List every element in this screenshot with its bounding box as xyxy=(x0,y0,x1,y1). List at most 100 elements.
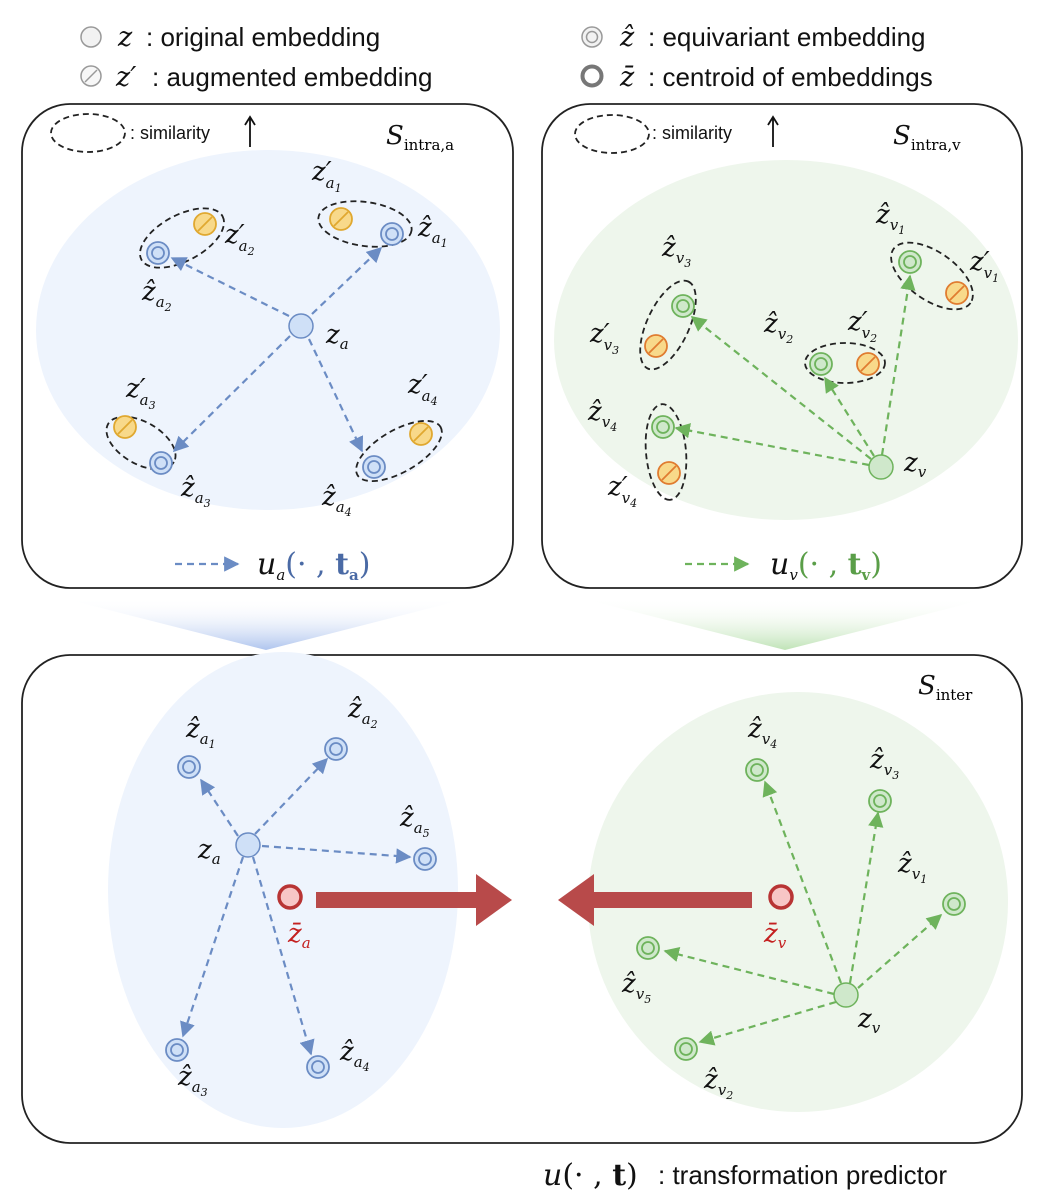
label-za2-prime: z′a2 xyxy=(224,220,255,258)
node-zv3-hat xyxy=(671,294,695,318)
similarity-key-text-v: : similarity xyxy=(652,123,732,143)
similarity-ellipse-v4 xyxy=(644,403,688,501)
node-zv1-hat xyxy=(898,250,922,274)
inter-arrow-zv-v3 xyxy=(848,811,884,984)
panel-intra-a: : similarity Sintra,a za z′a1 ẑa1 z′a2 ẑ… xyxy=(21,103,514,589)
label-zv4-prime: z′v4 xyxy=(607,472,637,510)
legend-centroid: z̄ : centroid of embeddings xyxy=(580,62,933,93)
predictor-v-label: uv(· , tv) xyxy=(770,547,882,584)
label-zv1-hat: ẑv1 xyxy=(875,200,905,237)
panel-inter-title: Sinter xyxy=(918,671,973,704)
inter-visual-region xyxy=(588,692,1008,1112)
arrow-zv-to-zv2 xyxy=(824,376,875,457)
label-zv3-prime: z′v3 xyxy=(589,319,619,357)
inter-node-za xyxy=(235,832,261,858)
node-za4-prime xyxy=(409,422,433,446)
audio-region xyxy=(36,150,500,510)
panel-intra-a-title: Sintra,a xyxy=(386,121,454,154)
label-zv3-hat: ẑv3 xyxy=(661,233,691,270)
inter-node-za5-hat xyxy=(413,847,437,871)
arrow-zv-to-zv4 xyxy=(674,423,870,467)
inter-label-za3: ẑa3 xyxy=(177,1062,208,1099)
centroid-icon xyxy=(580,64,604,88)
legend-equivariant: ẑ : equivariant embedding xyxy=(581,22,926,53)
label-zv4-hat: ẑv4 xyxy=(587,397,617,434)
inter-arrow-za-a2 xyxy=(254,757,329,835)
inter-label-zv4: ẑv4 xyxy=(747,714,777,751)
similarity-ellipse-v1 xyxy=(890,241,974,311)
similarity-ellipse-a1 xyxy=(317,200,413,248)
arrow-za-to-za4 xyxy=(308,338,364,453)
legend-original-symbol: z xyxy=(117,22,133,53)
arrow-za-to-za3 xyxy=(172,335,291,453)
similarity-ellipse-a3 xyxy=(105,415,177,471)
label-za1-hat: ẑa1 xyxy=(417,213,448,250)
legend-centroid-symbol: z̄ xyxy=(619,62,635,93)
node-za xyxy=(288,313,314,339)
legend-augmented: z′ : augmented embedding xyxy=(80,62,432,93)
similarity-ellipse-a2 xyxy=(139,207,225,269)
inter-node-zv4-hat xyxy=(745,758,769,782)
legend: z : original embedding z′ : augmented em… xyxy=(80,22,933,93)
node-za4-hat xyxy=(362,455,386,479)
inter-arrow-za-a5 xyxy=(261,844,412,864)
node-za1-hat xyxy=(380,222,404,246)
inter-label-za1: ẑa1 xyxy=(185,714,216,751)
label-zv2-prime: z′v2 xyxy=(847,307,877,345)
node-za3-prime xyxy=(113,415,137,439)
inter-label-zv2: ẑv2 xyxy=(703,1065,733,1102)
legend-augmented-symbol: z′ xyxy=(115,62,136,93)
node-zv3-prime xyxy=(644,334,668,358)
node-zv4-prime xyxy=(657,461,681,485)
similarity-ellipse-v2 xyxy=(804,342,886,384)
inter-node-zv3-hat xyxy=(868,789,892,813)
label-za4-hat: ẑa4 xyxy=(321,482,352,519)
inter-node-zv xyxy=(833,982,859,1008)
inter-node-za2-hat xyxy=(324,737,348,761)
node-zv2-hat xyxy=(809,352,833,376)
centroid-zv xyxy=(768,884,794,910)
arrow-zv-to-zv1 xyxy=(880,274,916,456)
node-za3-hat xyxy=(149,451,173,475)
label-za2-hat: ẑa2 xyxy=(141,277,172,314)
label-za3-hat: ẑa3 xyxy=(180,473,211,510)
similarity-ellipse-v3 xyxy=(639,279,697,371)
inter-label-centroid-v: z̄v xyxy=(763,919,787,952)
inter-label-za5: ẑa5 xyxy=(399,803,430,840)
predictor-a-label: ua(· , ta) xyxy=(257,547,370,584)
legend-equivariant-symbol: ẑ xyxy=(619,22,635,53)
big-arrow-right-head xyxy=(476,874,512,926)
node-zv4-hat xyxy=(651,415,675,439)
legend-centroid-text: : centroid of embeddings xyxy=(648,62,933,92)
inter-node-zv2-hat xyxy=(674,1037,698,1061)
inter-label-za2: ẑa2 xyxy=(347,694,378,731)
similarity-key-ellipse xyxy=(50,113,126,153)
funnel-visual xyxy=(580,598,990,650)
inter-label-zv: zv xyxy=(857,1004,881,1037)
big-arrow-left-head xyxy=(558,874,594,926)
arrow-za-to-za2 xyxy=(170,257,290,317)
inter-arrow-za-a3 xyxy=(180,856,245,1038)
legend-original-text: : original embedding xyxy=(146,22,380,52)
node-za2-prime xyxy=(193,212,217,236)
inter-node-za1-hat xyxy=(177,755,201,779)
label-za1-prime: z′a1 xyxy=(311,157,342,195)
inter-node-zv1-hat xyxy=(942,892,966,916)
node-zv2-prime xyxy=(856,352,880,376)
inter-label-zv3: ẑv3 xyxy=(869,745,899,782)
funnel-audio xyxy=(62,598,470,650)
footer-text: : transformation predictor xyxy=(658,1160,947,1190)
inter-arrow-zv-v1 xyxy=(857,913,943,989)
inter-label-zv1: ẑv1 xyxy=(897,849,927,886)
node-za1-prime xyxy=(329,207,353,231)
up-arrow-icon xyxy=(244,115,256,147)
node-zv xyxy=(868,454,894,480)
inter-label-za4: ẑa4 xyxy=(339,1037,370,1074)
label-zv1-prime: z′v1 xyxy=(969,247,999,285)
inter-label-za: za xyxy=(197,835,221,868)
label-za: za xyxy=(325,320,349,353)
arrow-zv-to-zv3 xyxy=(690,316,872,460)
panel-intra-v-title: Sintra,v xyxy=(893,121,961,154)
legend-augmented-text: : augmented embedding xyxy=(152,62,432,92)
